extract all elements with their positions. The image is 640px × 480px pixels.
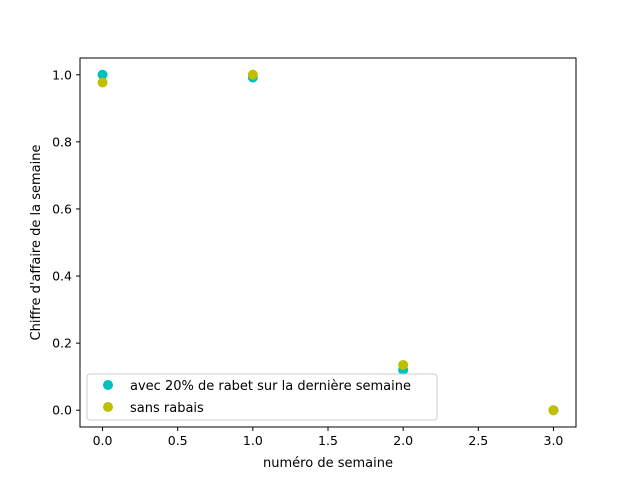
x-tick-label: 0.0 <box>93 433 113 448</box>
axis-ticks: 0.0 0.5 1.0 1.5 2.0 2.5 3.0 0.0 0.2 0.4 0.6 0.8 1.0 <box>52 67 563 448</box>
x-tick-label: 1.0 <box>243 433 263 448</box>
y-tick-label: 0.4 <box>52 269 72 284</box>
data-point-series-1 <box>247 69 258 80</box>
legend-marker-series-1 <box>103 402 113 412</box>
legend-marker-series-0 <box>103 380 113 390</box>
x-tick-label: 3.0 <box>544 433 564 448</box>
data-point-series-0 <box>97 69 108 80</box>
y-tick-label: 0.0 <box>52 403 72 418</box>
x-tick-label: 1.5 <box>318 433 338 448</box>
x-tick-label: 0.5 <box>168 433 188 448</box>
x-tick-label: 2.5 <box>468 433 488 448</box>
legend-label-series-0: avec 20% de rabet sur la dernière semain… <box>130 379 411 394</box>
y-axis-label: Chiffre d'affaire de la semaine <box>29 145 44 341</box>
data-point-series-1 <box>548 405 559 416</box>
data-point-series-1 <box>398 359 409 370</box>
y-tick-label: 0.8 <box>52 134 72 149</box>
x-axis-label: numéro de semaine <box>263 456 393 471</box>
legend: avec 20% de rabet sur la dernière semain… <box>86 373 438 421</box>
data-points <box>97 69 559 416</box>
plot-background <box>80 58 576 427</box>
legend-label-series-1: sans rabais <box>130 401 204 416</box>
data-point-series-1 <box>97 77 108 88</box>
plot-frame <box>79 57 577 428</box>
y-tick-label: 0.2 <box>52 336 72 351</box>
legend-box <box>86 373 438 421</box>
x-tick-label: 2.0 <box>393 433 413 448</box>
y-tick-label: 0.6 <box>52 201 72 216</box>
y-tick-label: 1.0 <box>52 67 72 82</box>
